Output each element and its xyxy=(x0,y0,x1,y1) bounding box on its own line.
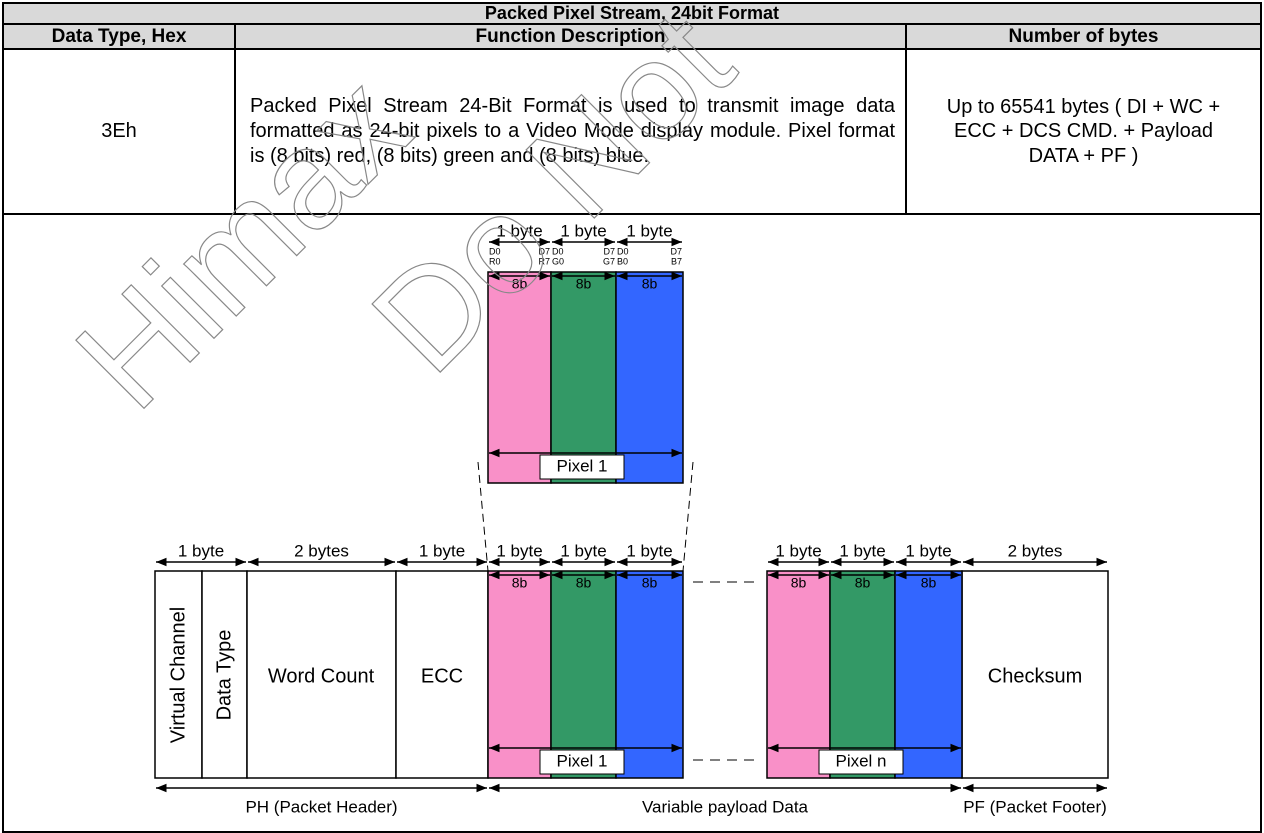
label: D7 xyxy=(538,246,550,256)
section-label: PF (Packet Footer) xyxy=(963,797,1107,816)
pixel-label-box xyxy=(818,749,904,775)
field-label: Virtual Channel xyxy=(167,607,189,743)
label: 8b xyxy=(921,575,937,591)
section-label: Variable payload Data xyxy=(642,797,809,816)
label: 1 byte xyxy=(178,541,224,560)
field-label: Data Type xyxy=(213,630,235,721)
field-box xyxy=(154,570,203,779)
color-channel xyxy=(894,570,963,779)
bytes-cell: Up to 65541 bytes ( DI + WC + ECC + DCS … xyxy=(905,48,1262,215)
field-box xyxy=(201,570,248,779)
label: R7 xyxy=(538,256,550,266)
label: 1 byte xyxy=(560,221,606,240)
color-channel xyxy=(766,570,831,779)
label: G7 xyxy=(603,256,615,266)
label: D0 xyxy=(489,246,501,256)
label: 1 byte xyxy=(496,541,542,560)
color-channel xyxy=(550,271,617,484)
label: R0 xyxy=(489,256,501,266)
pixel-label-box xyxy=(539,749,625,775)
label: 8b xyxy=(855,575,871,591)
field-label: Checksum xyxy=(988,665,1082,687)
label: D0 xyxy=(617,246,629,256)
pixel-label: Pixel 1 xyxy=(556,456,607,475)
label: 2 bytes xyxy=(1008,541,1063,560)
guide-line xyxy=(682,461,694,572)
label: 8b xyxy=(512,276,528,292)
label: 8b xyxy=(576,276,592,292)
label: B0 xyxy=(617,256,628,266)
label: D0 xyxy=(552,246,564,256)
section-label: PH (Packet Header) xyxy=(245,797,397,816)
label: B7 xyxy=(671,256,682,266)
pixel-label: Pixel 1 xyxy=(556,751,607,770)
label: 1 byte xyxy=(496,221,542,240)
label: 1 byte xyxy=(905,541,951,560)
guide-line xyxy=(477,461,489,572)
label: 1 byte xyxy=(626,221,672,240)
pixel-label-box xyxy=(539,454,625,480)
field-box xyxy=(961,570,1109,779)
field-label: Word Count xyxy=(268,665,375,687)
field-box xyxy=(246,570,397,779)
label: 8b xyxy=(576,575,592,591)
label: D7 xyxy=(603,246,615,256)
color-channel xyxy=(615,271,684,484)
label: D7 xyxy=(670,246,682,256)
label: 8b xyxy=(512,575,528,591)
color-channel xyxy=(487,271,552,484)
label: 1 byte xyxy=(626,541,672,560)
header-cell: Function Description xyxy=(234,23,907,50)
watermark: Himax xyxy=(46,46,438,438)
field-box xyxy=(395,570,489,779)
label: 2 bytes xyxy=(294,541,349,560)
color-channel xyxy=(615,570,684,779)
label: G0 xyxy=(552,256,564,266)
color-channel xyxy=(487,570,552,779)
label: 8b xyxy=(642,276,658,292)
field-label: ECC xyxy=(421,665,463,687)
label: 1 byte xyxy=(775,541,821,560)
color-channel xyxy=(550,570,617,779)
label: 8b xyxy=(791,575,807,591)
pixel-label: Pixel n xyxy=(835,751,886,770)
label: 8b xyxy=(642,575,658,591)
label: 1 byte xyxy=(839,541,885,560)
label: 1 byte xyxy=(419,541,465,560)
color-channel xyxy=(829,570,896,779)
label: 1 byte xyxy=(560,541,606,560)
